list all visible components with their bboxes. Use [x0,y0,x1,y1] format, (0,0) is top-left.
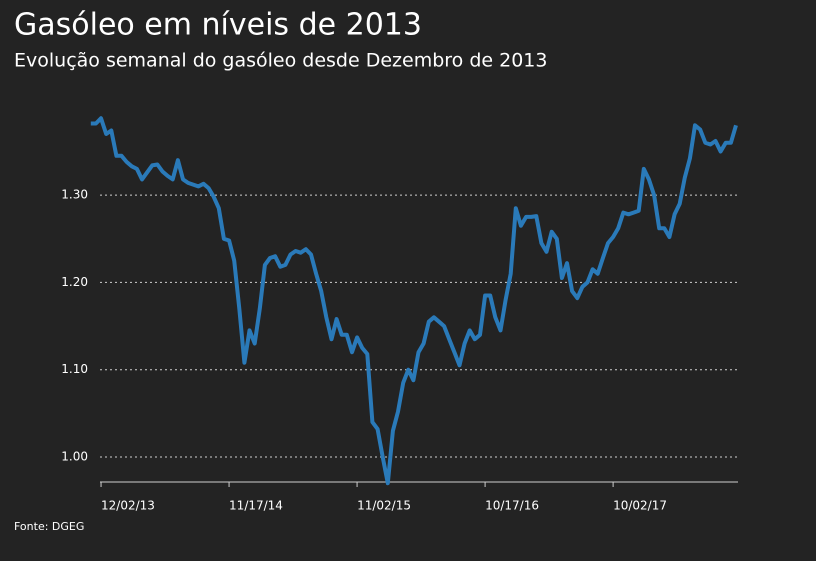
line [90,116,738,486]
source: Fonte: DGEG [14,520,84,533]
chart-subtitle: Evolução semanal do gasóleo desde Dezemb… [14,50,547,72]
x-tick-label: 11/02/15 [357,499,411,513]
x-tick-label: 11/17/14 [229,499,283,513]
x-tick-label: 12/02/13 [101,499,155,513]
y-tick-label: 1.10 [61,362,88,376]
x-tick-label: 10/17/16 [485,499,539,513]
y-tick-label: 1.00 [61,450,88,464]
y-tick-label: 1.20 [61,275,88,289]
x-tick-label: 10/02/17 [613,499,667,513]
y-tick-label: 1.30 [61,188,88,202]
chart-title: Gasóleo em níveis de 2013 [14,8,422,43]
